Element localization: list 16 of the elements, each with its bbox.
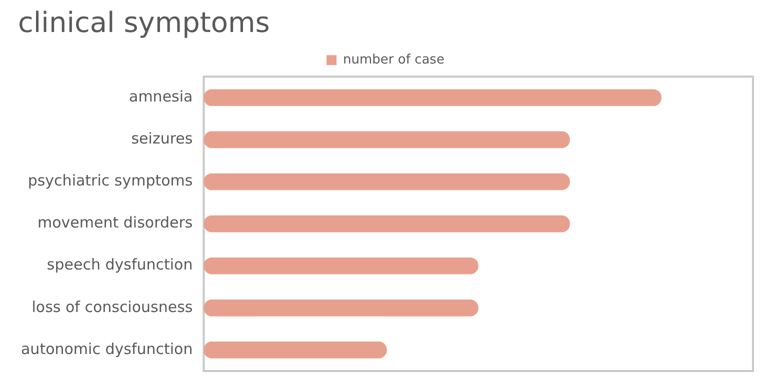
y-tick-label: speech dysfunction [46,256,193,274]
legend-label: number of case [343,52,444,68]
y-tick-label: autonomic dysfunction [20,340,193,358]
bar [204,342,387,358]
bar [204,89,662,106]
bar [204,257,478,274]
y-tick-label: movement disorders [38,214,193,232]
y-tick-label: seizures [131,130,193,148]
bar [204,215,570,232]
y-tick-label: amnesia [129,88,193,106]
bar [204,173,570,190]
y-tick-label: loss of consciousness [32,298,193,316]
chart-title: clinical symptoms [18,6,270,40]
y-tick-label: psychiatric symptoms [28,172,193,190]
bar [204,131,570,148]
bar [204,300,478,316]
